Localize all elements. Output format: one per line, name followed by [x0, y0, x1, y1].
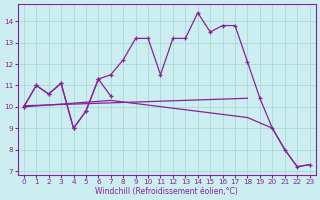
X-axis label: Windchill (Refroidissement éolien,°C): Windchill (Refroidissement éolien,°C): [95, 187, 238, 196]
